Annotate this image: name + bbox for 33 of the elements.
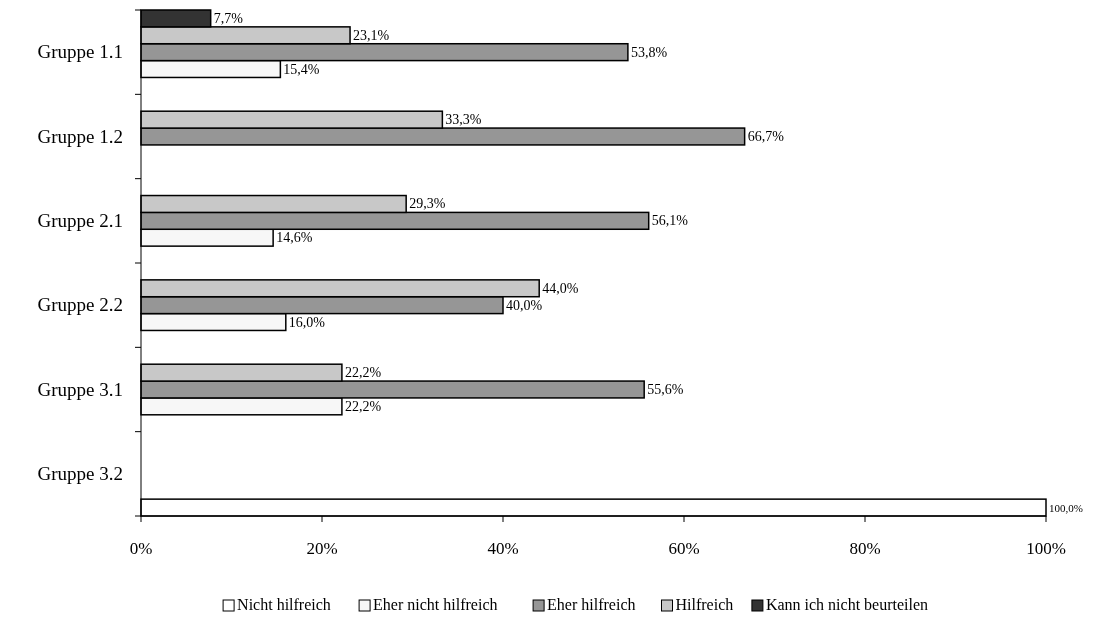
- y-tick-label: Gruppe 2.1: [37, 209, 123, 231]
- data-label: 56,1%: [651, 213, 689, 229]
- x-tick-label: 80%: [849, 539, 881, 558]
- y-tick-label: Gruppe 2.2: [37, 294, 123, 316]
- x-tick-label: 100%: [1026, 539, 1066, 558]
- data-label: 100,0%: [1049, 502, 1083, 515]
- x-tick-label: 60%: [668, 539, 700, 558]
- x-tick-label: 0%: [129, 539, 153, 558]
- legend-label: Hilfreich: [675, 596, 734, 613]
- y-tick-label: Gruppe 3.1: [37, 378, 123, 400]
- data-label: 55,6%: [647, 382, 684, 397]
- data-label: 29,3%: [409, 196, 446, 212]
- data-label: 7,7%: [213, 10, 244, 26]
- legend-label: Nicht hilfreich: [237, 596, 331, 613]
- legend-label: Eher hilfreich: [547, 596, 636, 613]
- x-tick-label: 20%: [306, 539, 338, 558]
- data-label: 66,7%: [747, 129, 785, 144]
- data-label: 23,1%: [353, 27, 390, 43]
- y-tick-label: Gruppe 1.1: [37, 41, 123, 63]
- data-label: 14,6%: [276, 230, 313, 246]
- y-tick-label: Gruppe 1.2: [37, 125, 123, 147]
- data-label: 33,3%: [445, 112, 482, 128]
- data-label: 16,0%: [288, 314, 326, 330]
- data-label: 44,0%: [542, 280, 579, 296]
- y-tick-label: Gruppe 3.2: [37, 462, 123, 484]
- legend-label: Kann ich nicht beurteilen: [765, 596, 929, 613]
- data-label: 22,2%: [344, 365, 382, 381]
- data-label: 22,2%: [344, 398, 382, 414]
- legend-label: Eher nicht hilfreich: [373, 596, 498, 613]
- data-label: 53,8%: [630, 44, 668, 60]
- data-label: 15,4%: [283, 61, 320, 77]
- x-tick-label: 40%: [487, 539, 519, 558]
- data-label: 40,0%: [506, 297, 543, 313]
